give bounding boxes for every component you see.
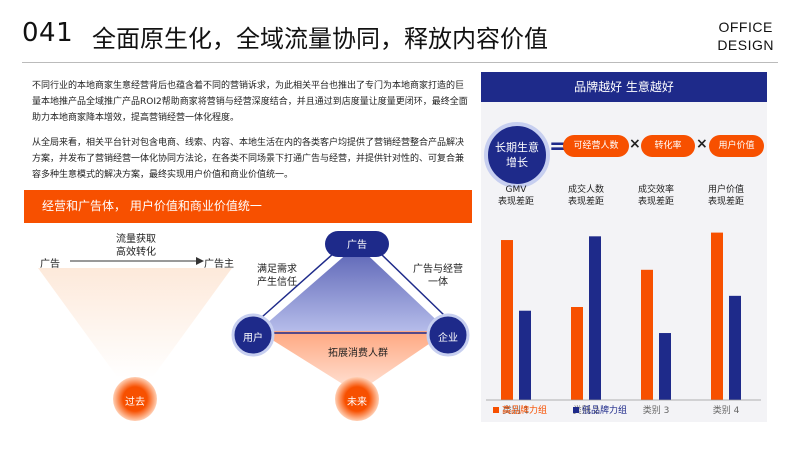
intro-paragraph-1: 不同行业的本地商家生意经营背后也蕴含着不同的营销诉求，为此相关平台也推出了专门为… (32, 81, 468, 123)
bar-low-3 (659, 333, 671, 400)
future-node (335, 377, 379, 421)
bar-low-4 (729, 295, 741, 400)
column-label-2-line-2: 表现差距 (568, 195, 604, 207)
bar-high-4 (711, 232, 723, 400)
funnel-left-label: 广告 (40, 259, 60, 270)
column-label-3-line-1: 成交效率 (638, 183, 674, 195)
bottom-edge-label: 拓展消费人群 (328, 348, 388, 359)
equals-sign: = (549, 134, 568, 159)
right-edge-line-2: 一体 (428, 277, 448, 288)
category-label-1: 类别 1 (503, 404, 530, 416)
user-node (231, 313, 275, 357)
right-edge-label: 广告与经营 一体 (405, 263, 471, 289)
page-title: 全面原生化，全域流量协同，释放内容价值 (92, 25, 548, 53)
formula-term-2: 转化率 (641, 135, 695, 157)
legend-swatch-2 (573, 407, 579, 413)
left-edge-label: 满足需求 产生信任 (252, 263, 302, 289)
ad-node (325, 231, 389, 257)
triangle-upper (258, 245, 448, 331)
header-divider (22, 62, 778, 63)
future-node-label: 未来 (347, 397, 367, 408)
left-edge-line-1: 满足需求 (257, 264, 297, 275)
column-label-4-line-2: 表现差距 (708, 195, 744, 207)
legend-label-1: 高品牌力组 (502, 404, 547, 416)
bar-low-2 (589, 236, 601, 400)
long-term-growth-circle: 长期生意 增长 (484, 122, 550, 188)
times-sign-1: × (629, 136, 641, 152)
edge-top-right (379, 252, 447, 318)
category-label-4: 类别 4 (713, 404, 740, 416)
funnel-right-label: 广告主 (204, 259, 234, 270)
bar-low-1 (519, 310, 531, 400)
funnel-shape (38, 268, 232, 378)
right-edge-line-1: 广告与经营 (413, 264, 463, 275)
user-node-label: 用户 (243, 333, 263, 344)
category-label-2: 类别 2 (573, 404, 600, 416)
brand-line-1: OFFICE (718, 19, 773, 35)
bar-high-3 (641, 269, 653, 400)
right-panel-header: 品牌越好 生意越好 (481, 72, 767, 102)
past-label: 过去 (125, 397, 145, 408)
column-label-1-line-1: GMV (506, 185, 528, 195)
growth-diagram (38, 231, 470, 421)
edge-top-left (261, 252, 335, 318)
column-label-3-line-2: 表现差距 (638, 195, 674, 207)
page-number: 041 (22, 18, 74, 48)
funnel-top-line-1: 流量获取 (116, 234, 156, 245)
enterprise-node (426, 313, 470, 357)
formula-term-1: 可经营人数 (563, 135, 629, 157)
times-sign-2: × (696, 136, 708, 152)
formula-term-3: 用户价值 (709, 135, 764, 157)
past-node (113, 377, 157, 421)
bar-high-2 (571, 307, 583, 400)
legend-swatch-1 (493, 407, 499, 413)
funnel-arrow-head (196, 257, 204, 265)
circle-line-1: 长期生意 (495, 141, 539, 154)
circle-line-2: 增长 (506, 156, 528, 169)
section-bar-title: 经营和广告体， 用户价值和商业价值统一 (24, 190, 472, 223)
category-label-3: 类别 3 (643, 404, 670, 416)
column-label-2-line-1: 成交人数 (568, 183, 604, 195)
triangle-lower (258, 331, 448, 393)
column-label-4-line-1: 用户价值 (708, 183, 744, 195)
intro-paragraph-2: 从全局来看，相关平台针对包含电商、线索、内容、本地生活在内的各类客户均提供了营销… (32, 138, 465, 180)
column-label-1-line-2: 表现差距 (498, 195, 534, 207)
funnel-top-line-2: 高效转化 (116, 247, 156, 258)
ad-node-label: 广告 (347, 240, 367, 251)
bar-high-1 (501, 240, 513, 400)
brand-logo: OFFICE DESIGN (717, 18, 774, 54)
left-edge-line-2: 产生信任 (257, 277, 297, 288)
enterprise-node-label: 企业 (438, 333, 458, 344)
legend-label-2: 低品牌力组 (582, 404, 627, 416)
funnel-top-label: 流量获取 高效转化 (110, 233, 162, 259)
brand-line-2: DESIGN (717, 37, 774, 53)
